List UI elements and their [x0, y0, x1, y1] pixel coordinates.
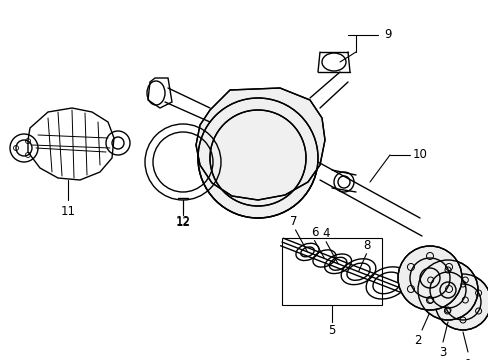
Text: 4: 4: [322, 227, 329, 240]
Text: 7: 7: [289, 215, 297, 228]
Text: 6: 6: [310, 226, 318, 239]
Text: 5: 5: [327, 324, 335, 337]
Circle shape: [397, 246, 461, 310]
Text: 8: 8: [362, 239, 369, 252]
Text: 12: 12: [175, 216, 190, 229]
Text: 2: 2: [413, 333, 421, 346]
Polygon shape: [196, 88, 325, 200]
Circle shape: [417, 260, 477, 320]
Circle shape: [434, 274, 488, 330]
Text: 1: 1: [463, 357, 471, 360]
Text: 11: 11: [61, 206, 75, 219]
Text: 12: 12: [175, 216, 190, 230]
Bar: [282, 238, 381, 305]
Circle shape: [198, 98, 317, 218]
Text: 9: 9: [384, 28, 391, 41]
Text: 10: 10: [412, 148, 427, 162]
Text: 3: 3: [438, 346, 446, 359]
